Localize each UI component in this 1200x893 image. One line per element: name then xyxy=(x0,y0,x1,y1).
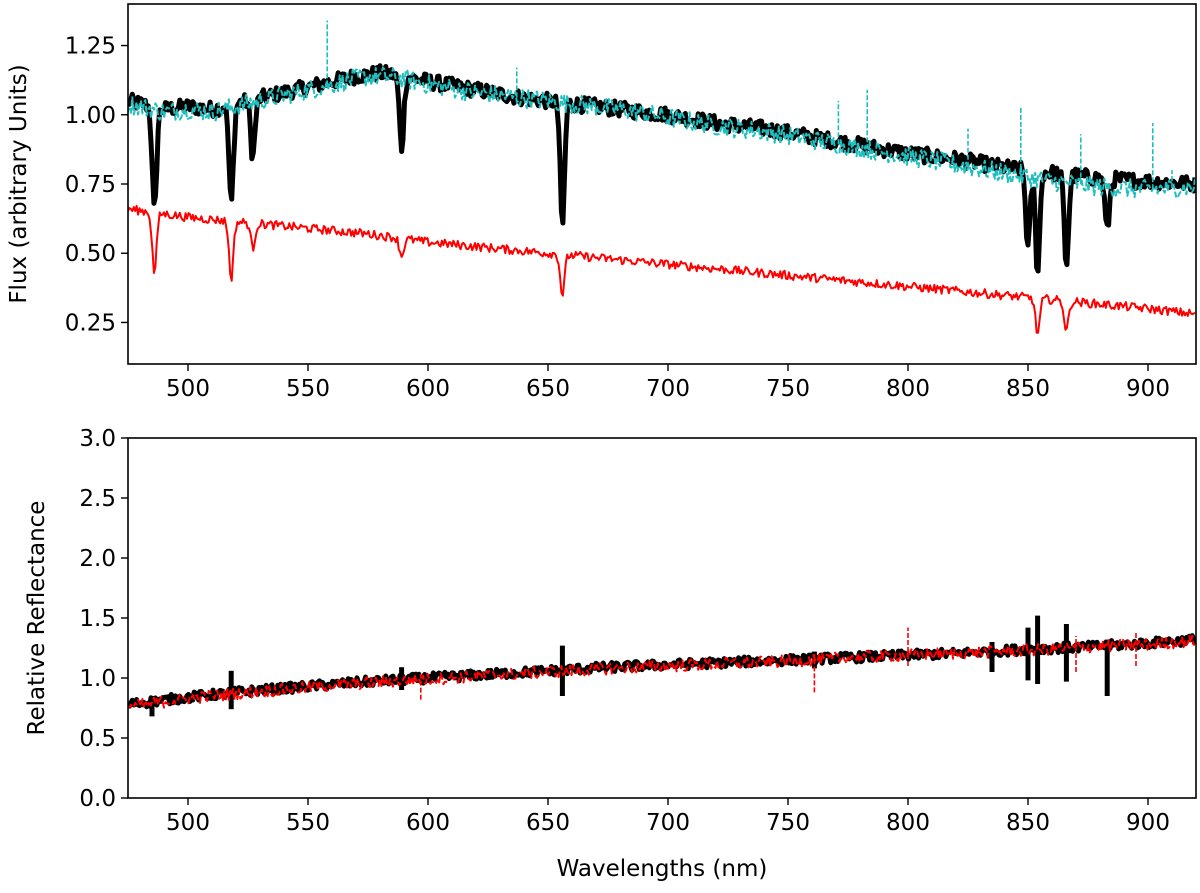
series-line-3 xyxy=(128,204,1196,334)
x-tick-label: 900 xyxy=(1126,376,1170,402)
series-line-2 xyxy=(128,66,1196,199)
y-axis-label: Flux (arbitrary Units) xyxy=(6,64,32,303)
reflectance-panel: 500 550 600 650 700 750 800 850 900 0.0 0.5 1.0 1.5 2… xyxy=(24,426,1197,882)
x-tick-label: 600 xyxy=(406,376,450,402)
y-tick-label: 1.5 xyxy=(79,606,116,632)
x-tick-label: 750 xyxy=(766,376,810,402)
x-tick-label: 550 xyxy=(286,376,330,402)
y-tick-label: 1.00 xyxy=(65,103,116,129)
y-tick-label: 0.5 xyxy=(79,726,116,752)
y-tick-label: 1.25 xyxy=(65,34,116,60)
y-tick-label: 0.25 xyxy=(65,310,116,336)
x-tick-label: 850 xyxy=(1006,810,1050,836)
x-tick-label: 500 xyxy=(166,376,210,402)
x-tick-label: 600 xyxy=(406,810,450,836)
y-tick-label: 1.0 xyxy=(79,666,116,692)
y-tick-label: 0.75 xyxy=(65,172,116,198)
x-tick-label: 900 xyxy=(1126,810,1170,836)
x-tick-label: 650 xyxy=(526,810,570,836)
x-tick-label: 800 xyxy=(886,376,930,402)
x-tick-label: 650 xyxy=(526,376,570,402)
series-line-1 xyxy=(128,633,1196,710)
y-tick-label: 0.0 xyxy=(79,786,116,812)
x-axis-label: Wavelengths (nm) xyxy=(557,856,768,882)
x-tick-label: 800 xyxy=(886,810,930,836)
x-tick-label: 550 xyxy=(286,810,330,836)
x-tick-label: 700 xyxy=(646,376,690,402)
series-line-1 xyxy=(128,63,1196,274)
plot-frame xyxy=(127,3,1197,365)
y-tick-label: 3.0 xyxy=(79,426,116,452)
x-tick-label: 500 xyxy=(166,810,210,836)
flux-panel: 500 550 600 650 700 750 800 850 900 0.25 0.50 0.75 1… xyxy=(6,3,1197,402)
series-line-2 xyxy=(128,634,1196,709)
x-tick-label: 700 xyxy=(646,810,690,836)
plot-area xyxy=(128,615,1196,717)
plot-area xyxy=(128,20,1196,334)
y-tick-label: 0.50 xyxy=(65,241,116,267)
x-tick-label: 850 xyxy=(1006,376,1050,402)
x-tick-label: 750 xyxy=(766,810,810,836)
y-tick-label: 2.0 xyxy=(79,546,116,572)
y-axis-label: Relative Reflectance xyxy=(24,501,50,736)
y-tick-label: 2.5 xyxy=(79,486,116,512)
